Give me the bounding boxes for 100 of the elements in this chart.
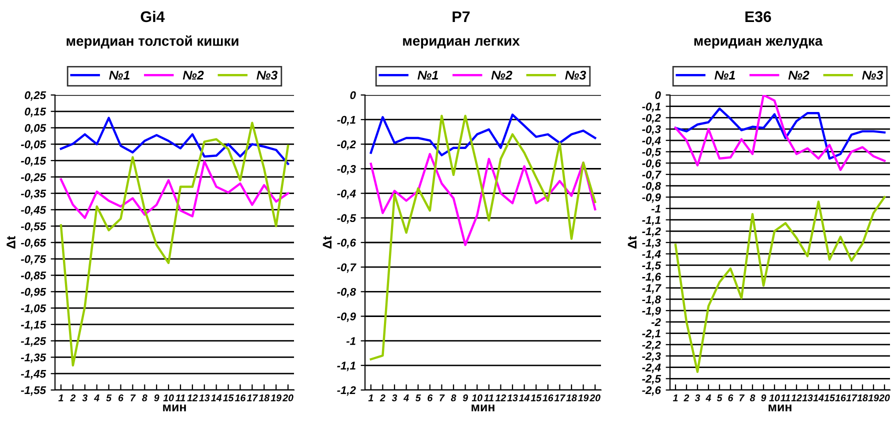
y-tick-label: -1,45 <box>20 370 46 380</box>
x-tick-label: 17 <box>554 394 566 402</box>
y-tick-label: -0,8 <box>337 288 356 298</box>
x-tick-label: 8 <box>750 394 756 402</box>
x-axis-title: мин <box>768 404 792 412</box>
legend-label: №2 <box>491 70 512 80</box>
x-tick-label: 7 <box>130 394 136 402</box>
chart-subtitle: меридиан толстой кишки <box>66 35 238 49</box>
x-tick-label: 3 <box>82 394 88 402</box>
y-tick-label: -2,1 <box>642 330 660 340</box>
y-tick-label: -2,3 <box>642 352 661 362</box>
y-tick-label: -0,45 <box>20 206 46 216</box>
x-tick-label: 2 <box>70 394 76 402</box>
y-tick-label: -2,2 <box>642 340 661 350</box>
y-tick-label: 0 <box>350 91 356 100</box>
x-tick-label: 18 <box>258 394 270 402</box>
x-tick-label: 19 <box>270 394 282 402</box>
legend-label: №3 <box>862 70 884 80</box>
line-series <box>674 196 886 373</box>
legend-label: №1 <box>418 70 438 80</box>
y-tick-label: -0,55 <box>20 222 46 232</box>
x-tick-label: 16 <box>234 394 246 402</box>
x-tick-label: 7 <box>440 394 445 402</box>
chart-title: Gi4 <box>140 10 165 22</box>
y-tick-label: -1 <box>651 204 660 212</box>
y-tick-label: -1,1 <box>337 362 356 372</box>
x-tick-label: 2 <box>380 394 386 402</box>
x-tick-label: 20 <box>878 394 890 402</box>
y-tick-label: -0,3 <box>642 125 661 135</box>
y-tick-label: -1,05 <box>20 304 46 314</box>
chart-subtitle: меридиан легких <box>403 38 520 48</box>
x-tick-label: 16 <box>542 394 554 402</box>
x-axis-title: мин <box>163 404 186 412</box>
y-tick-label: -1,9 <box>642 306 661 316</box>
y-axis-title: Δt <box>6 236 16 249</box>
y-tick-label: -0,85 <box>20 272 46 282</box>
x-tick-label: 16 <box>835 394 846 402</box>
y-tick-label: -1,6 <box>642 272 662 282</box>
y-tick-label: -1,3 <box>642 238 661 248</box>
x-tick-label: 14 <box>519 394 530 402</box>
y-tick-label: 0,05 <box>24 124 46 134</box>
legend-label: №2 <box>182 70 204 80</box>
y-tick-label: -0,5 <box>642 148 662 158</box>
x-tick-label: 14 <box>813 394 824 402</box>
chart-title: E36 <box>745 11 772 22</box>
x-tick-label: 4 <box>706 394 712 402</box>
x-tick-label: 9 <box>462 394 468 402</box>
y-tick-label: -2,5 <box>642 374 662 384</box>
y-tick-label: -0,95 <box>20 288 46 298</box>
x-tick-label: 20 <box>282 394 294 402</box>
x-tick-label: 6 <box>728 394 734 402</box>
y-tick-label: -1,25 <box>20 337 46 347</box>
legend-label: №1 <box>109 70 130 80</box>
y-tick-label: 0,25 <box>24 91 46 101</box>
x-tick-label: 13 <box>507 394 518 402</box>
x-tick-label: 20 <box>590 394 600 402</box>
x-tick-label: 4 <box>94 394 100 402</box>
x-tick-label: 9 <box>761 394 766 402</box>
x-tick-label: 11 <box>484 394 494 402</box>
y-tick-label: -1,55 <box>20 386 46 396</box>
x-tick-label: 5 <box>106 394 112 402</box>
x-tick-label: 14 <box>211 394 222 402</box>
x-tick-label: 12 <box>495 394 506 402</box>
y-axis-title: Δt <box>628 236 637 249</box>
legend-label: №3 <box>256 70 278 80</box>
y-tick-label: -1,4 <box>642 250 661 260</box>
y-tick-label: -1 <box>346 337 356 345</box>
x-tick-label: 8 <box>450 394 456 402</box>
y-tick-label: -0,6 <box>337 238 356 248</box>
x-tick-label: 19 <box>578 394 589 402</box>
y-tick-label: -0,25 <box>20 173 46 183</box>
line-series <box>674 95 886 171</box>
y-tick-label: -0,1 <box>642 102 660 112</box>
y-tick-label: -0,65 <box>20 238 46 248</box>
y-axis-title: Δt <box>322 236 332 249</box>
x-tick-label: 7 <box>739 394 745 402</box>
legend-label: №3 <box>565 70 586 80</box>
x-tick-label: 1 <box>58 394 64 402</box>
y-tick-label: -1,8 <box>642 296 661 305</box>
x-tick-label: 10 <box>769 394 780 402</box>
y-tick-label: -1,5 <box>642 262 662 271</box>
x-tick-label: 4 <box>403 394 409 402</box>
x-tick-label: 11 <box>176 394 185 402</box>
y-tick-label: -0,6 <box>642 159 662 169</box>
line-series <box>370 114 596 156</box>
y-tick-label: -1,1 <box>642 216 660 226</box>
x-tick-label: 10 <box>472 394 482 402</box>
x-tick-label: 13 <box>802 394 813 402</box>
x-tick-label: 18 <box>857 394 868 402</box>
y-tick-label: -1,15 <box>20 320 46 330</box>
x-tick-label: 6 <box>118 394 124 402</box>
chart-subtitle: меридиан желудка <box>694 38 823 48</box>
x-tick-label: 19 <box>868 394 879 402</box>
x-tick-label: 17 <box>246 394 258 402</box>
y-tick-label: -1,2 <box>642 227 661 237</box>
y-tick-label: -0,3 <box>337 165 356 174</box>
x-tick-label: 12 <box>187 394 198 402</box>
x-tick-label: 2 <box>684 394 690 402</box>
y-tick-label: -0,4 <box>337 190 356 200</box>
line-series <box>674 108 886 160</box>
